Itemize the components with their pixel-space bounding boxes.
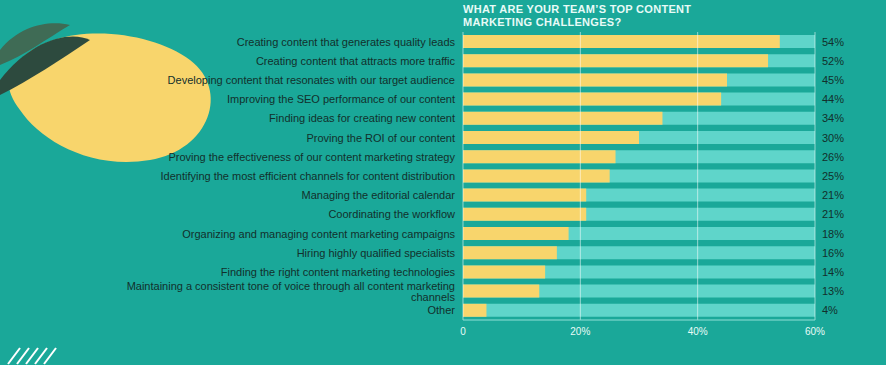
svg-text:44%: 44%: [822, 93, 844, 105]
svg-text:0: 0: [460, 326, 466, 337]
svg-text:Hiring highly qualified specia: Hiring highly qualified specialists: [297, 247, 456, 259]
svg-text:60%: 60%: [805, 326, 825, 337]
svg-text:21%: 21%: [822, 189, 844, 201]
svg-text:16%: 16%: [822, 247, 844, 259]
svg-text:Coordinating the workflow: Coordinating the workflow: [328, 208, 455, 220]
svg-text:20%: 20%: [570, 326, 590, 337]
svg-text:26%: 26%: [822, 151, 844, 163]
svg-text:45%: 45%: [822, 74, 844, 86]
svg-text:Proving the ROI of our content: Proving the ROI of our content: [306, 132, 455, 144]
svg-text:Other: Other: [427, 304, 455, 316]
svg-text:Proving the effectiveness of o: Proving the effectiveness of our content…: [168, 151, 455, 163]
svg-text:30%: 30%: [822, 132, 844, 144]
svg-text:Organizing and managing conten: Organizing and managing content marketin…: [182, 228, 455, 240]
svg-text:Creating content that generate: Creating content that generates quality …: [237, 36, 456, 48]
svg-text:34%: 34%: [822, 112, 844, 124]
svg-text:Maintaining a consistent tone: Maintaining a consistent tone of voice t…: [127, 280, 456, 303]
svg-text:Creating content that attracts: Creating content that attracts more traf…: [256, 55, 456, 67]
svg-text:13%: 13%: [822, 285, 844, 297]
svg-text:Identifying the most efficient: Identifying the most efficient channels …: [160, 170, 455, 182]
html-text:WHAT ARE YOUR TEAM’S TOP CONTE: WHAT ARE YOUR TEAM’S TOP CONTENT MARKETI…: [463, 3, 692, 28]
svg-text:21%: 21%: [822, 208, 844, 220]
svg-text:Finding the right content mark: Finding the right content marketing tech…: [221, 266, 456, 278]
svg-text:52%: 52%: [822, 55, 844, 67]
svg-text:18%: 18%: [822, 228, 844, 240]
svg-text:Finding ideas for creating new: Finding ideas for creating new content: [269, 112, 455, 124]
svg-text:Improving the SEO performance: Improving the SEO performance of our con…: [227, 93, 455, 105]
svg-text:Managing the editorial calenda: Managing the editorial calendar: [302, 189, 456, 201]
svg-text:Developing content that resona: Developing content that resonates with o…: [168, 74, 455, 86]
svg-text:4%: 4%: [822, 304, 838, 316]
svg-text:25%: 25%: [822, 170, 844, 182]
svg-text:14%: 14%: [822, 266, 844, 278]
svg-text:54%: 54%: [822, 36, 844, 48]
svg-text:40%: 40%: [688, 326, 708, 337]
